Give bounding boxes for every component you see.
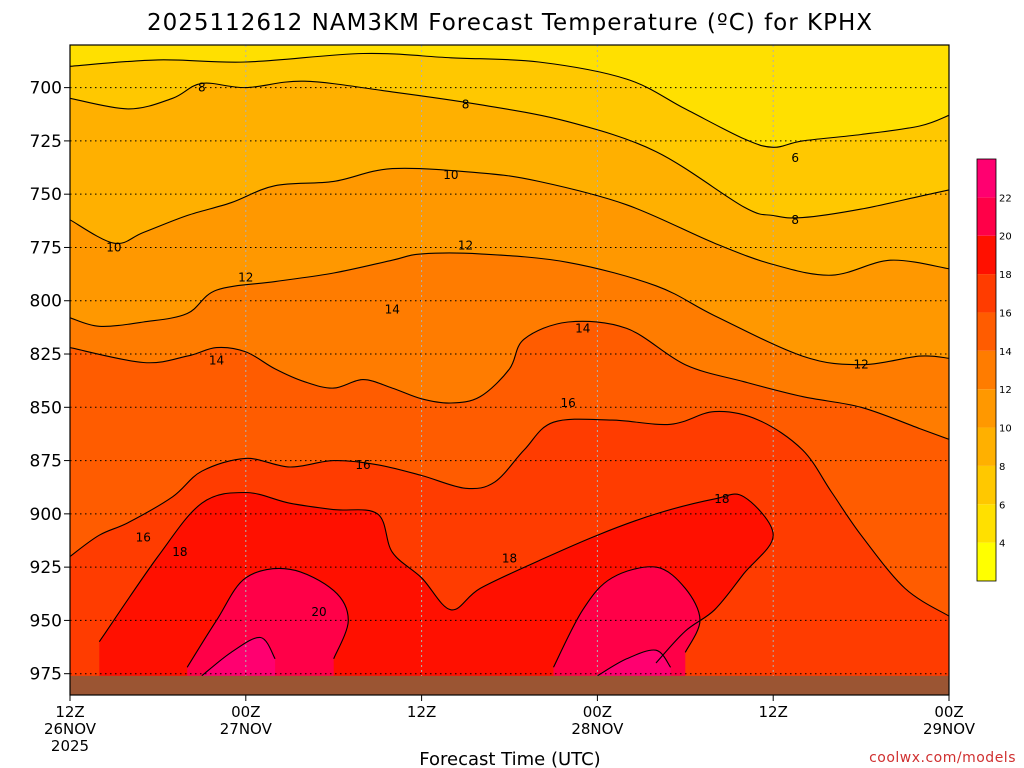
colorbar-tick-label: 12 <box>999 385 1012 396</box>
colorbar-tick-label: 16 <box>999 308 1012 319</box>
isotherm-label: 14 <box>575 321 590 335</box>
isotherm-label: 16 <box>136 530 151 544</box>
grid-lines <box>70 45 949 695</box>
x-tick-label: 00Z <box>934 703 963 721</box>
y-tick-label: 725 <box>30 132 62 152</box>
isotherm-label: 12 <box>238 270 253 284</box>
colorbar-swatch <box>977 427 996 466</box>
colorbar-swatch <box>977 465 996 505</box>
x-axis-title: Forecast Time (UTC) <box>419 749 600 768</box>
isotherm-16 <box>70 410 949 617</box>
x-tick-label: 29NOV <box>923 720 976 738</box>
y-tick-label: 750 <box>30 185 62 205</box>
temperature-fills <box>70 45 949 695</box>
colorbar-tick-label: 8 <box>999 462 1005 473</box>
y-tick-label: 900 <box>30 505 62 525</box>
chart-title: 2025112612 NAM3KM Forecast Temperature (… <box>147 10 873 36</box>
colorbar-swatch <box>977 197 996 236</box>
y-tick-label: 775 <box>30 238 62 258</box>
isotherm-label: 8 <box>791 213 799 227</box>
isotherm-10 <box>70 167 949 276</box>
x-tick-label: 26NOV <box>44 720 97 738</box>
colorbar-tick-label: 20 <box>999 232 1012 243</box>
colorbar-tick-label: 14 <box>999 347 1012 358</box>
isotherm-label: 16 <box>355 458 370 472</box>
isotherm-label: 18 <box>502 552 517 566</box>
colorbar-tick-label: 10 <box>999 424 1012 435</box>
colorbar-swatch <box>977 274 996 313</box>
isotherm-20 <box>553 566 701 668</box>
isotherm-label: 8 <box>198 81 206 95</box>
colorbar-swatch <box>977 350 996 390</box>
isotherm-18 <box>98 491 774 664</box>
isotherm-label: 18 <box>172 545 187 559</box>
y-tick-label: 925 <box>30 558 62 578</box>
y-tick-label: 800 <box>30 292 62 312</box>
colorbar: 4 6 8 10 12 14 16 18 20 22 <box>976 158 1012 582</box>
colorbar-swatch <box>977 389 996 428</box>
isotherm-labels: 8 8 6 8 10 10 12 12 12 14 14 14 16 16 16 18 18 18 20 <box>106 81 868 619</box>
isotherm-22 <box>597 649 672 677</box>
isotherm-label: 12 <box>458 238 473 252</box>
isotherm-6 <box>70 52 949 148</box>
x-tick-label: 28NOV <box>571 720 624 738</box>
x-tick-label: 27NOV <box>220 720 273 738</box>
x-tick-label: 00Z <box>583 703 612 721</box>
isotherm-8 <box>70 80 949 219</box>
colorbar-swatch <box>977 542 996 581</box>
isotherm-label: 8 <box>462 98 470 112</box>
y-tick-label: 850 <box>30 398 62 418</box>
isotherm-label: 10 <box>106 240 121 254</box>
colorbar-swatch <box>977 159 996 198</box>
y-axis: 700 725 750 775 800 825 850 875 900 925 950 975 <box>30 79 70 685</box>
band-fill <box>70 45 949 148</box>
y-tick-label: 950 <box>30 611 62 631</box>
colorbar-tick-label: 18 <box>999 270 1012 281</box>
colorbar-tick-label: 6 <box>999 500 1005 511</box>
colorbar-tick-label: 22 <box>999 193 1012 204</box>
x-tick-label: 2025 <box>51 737 89 755</box>
ground-surface <box>70 675 949 695</box>
colorbar-swatch <box>977 504 996 543</box>
x-tick-label: 12Z <box>407 703 436 721</box>
y-tick-label: 975 <box>30 665 62 685</box>
colorbar-tick-label: 4 <box>999 539 1005 550</box>
isotherm-lines <box>70 52 949 677</box>
isotherm-12 <box>70 252 949 366</box>
y-tick-label: 875 <box>30 452 62 472</box>
colorbar-swatch <box>977 312 996 351</box>
x-tick-label: 12Z <box>55 703 84 721</box>
x-tick-label: 12Z <box>759 703 788 721</box>
isotherm-label: 10 <box>443 168 458 182</box>
isotherm-22 <box>201 636 276 677</box>
plot-frame <box>69 44 950 696</box>
isotherm-label: 14 <box>385 302 400 316</box>
isotherm-14 <box>70 320 949 440</box>
y-tick-label: 825 <box>30 345 62 365</box>
isotherm-label: 16 <box>560 396 575 410</box>
colorbar-swatch <box>977 235 996 275</box>
isotherm-label: 6 <box>791 151 799 165</box>
colorbar-frame <box>976 158 997 582</box>
y-tick-label: 700 <box>30 79 62 99</box>
isotherm-label: 20 <box>311 605 326 619</box>
isotherm-label: 18 <box>714 492 729 506</box>
isotherm-label: 14 <box>209 353 224 367</box>
isotherm-20 <box>186 567 349 668</box>
isotherm-label: 12 <box>853 358 868 372</box>
credit-link[interactable]: coolwx.com/models <box>869 750 1016 766</box>
x-tick-label: 00Z <box>231 703 260 721</box>
